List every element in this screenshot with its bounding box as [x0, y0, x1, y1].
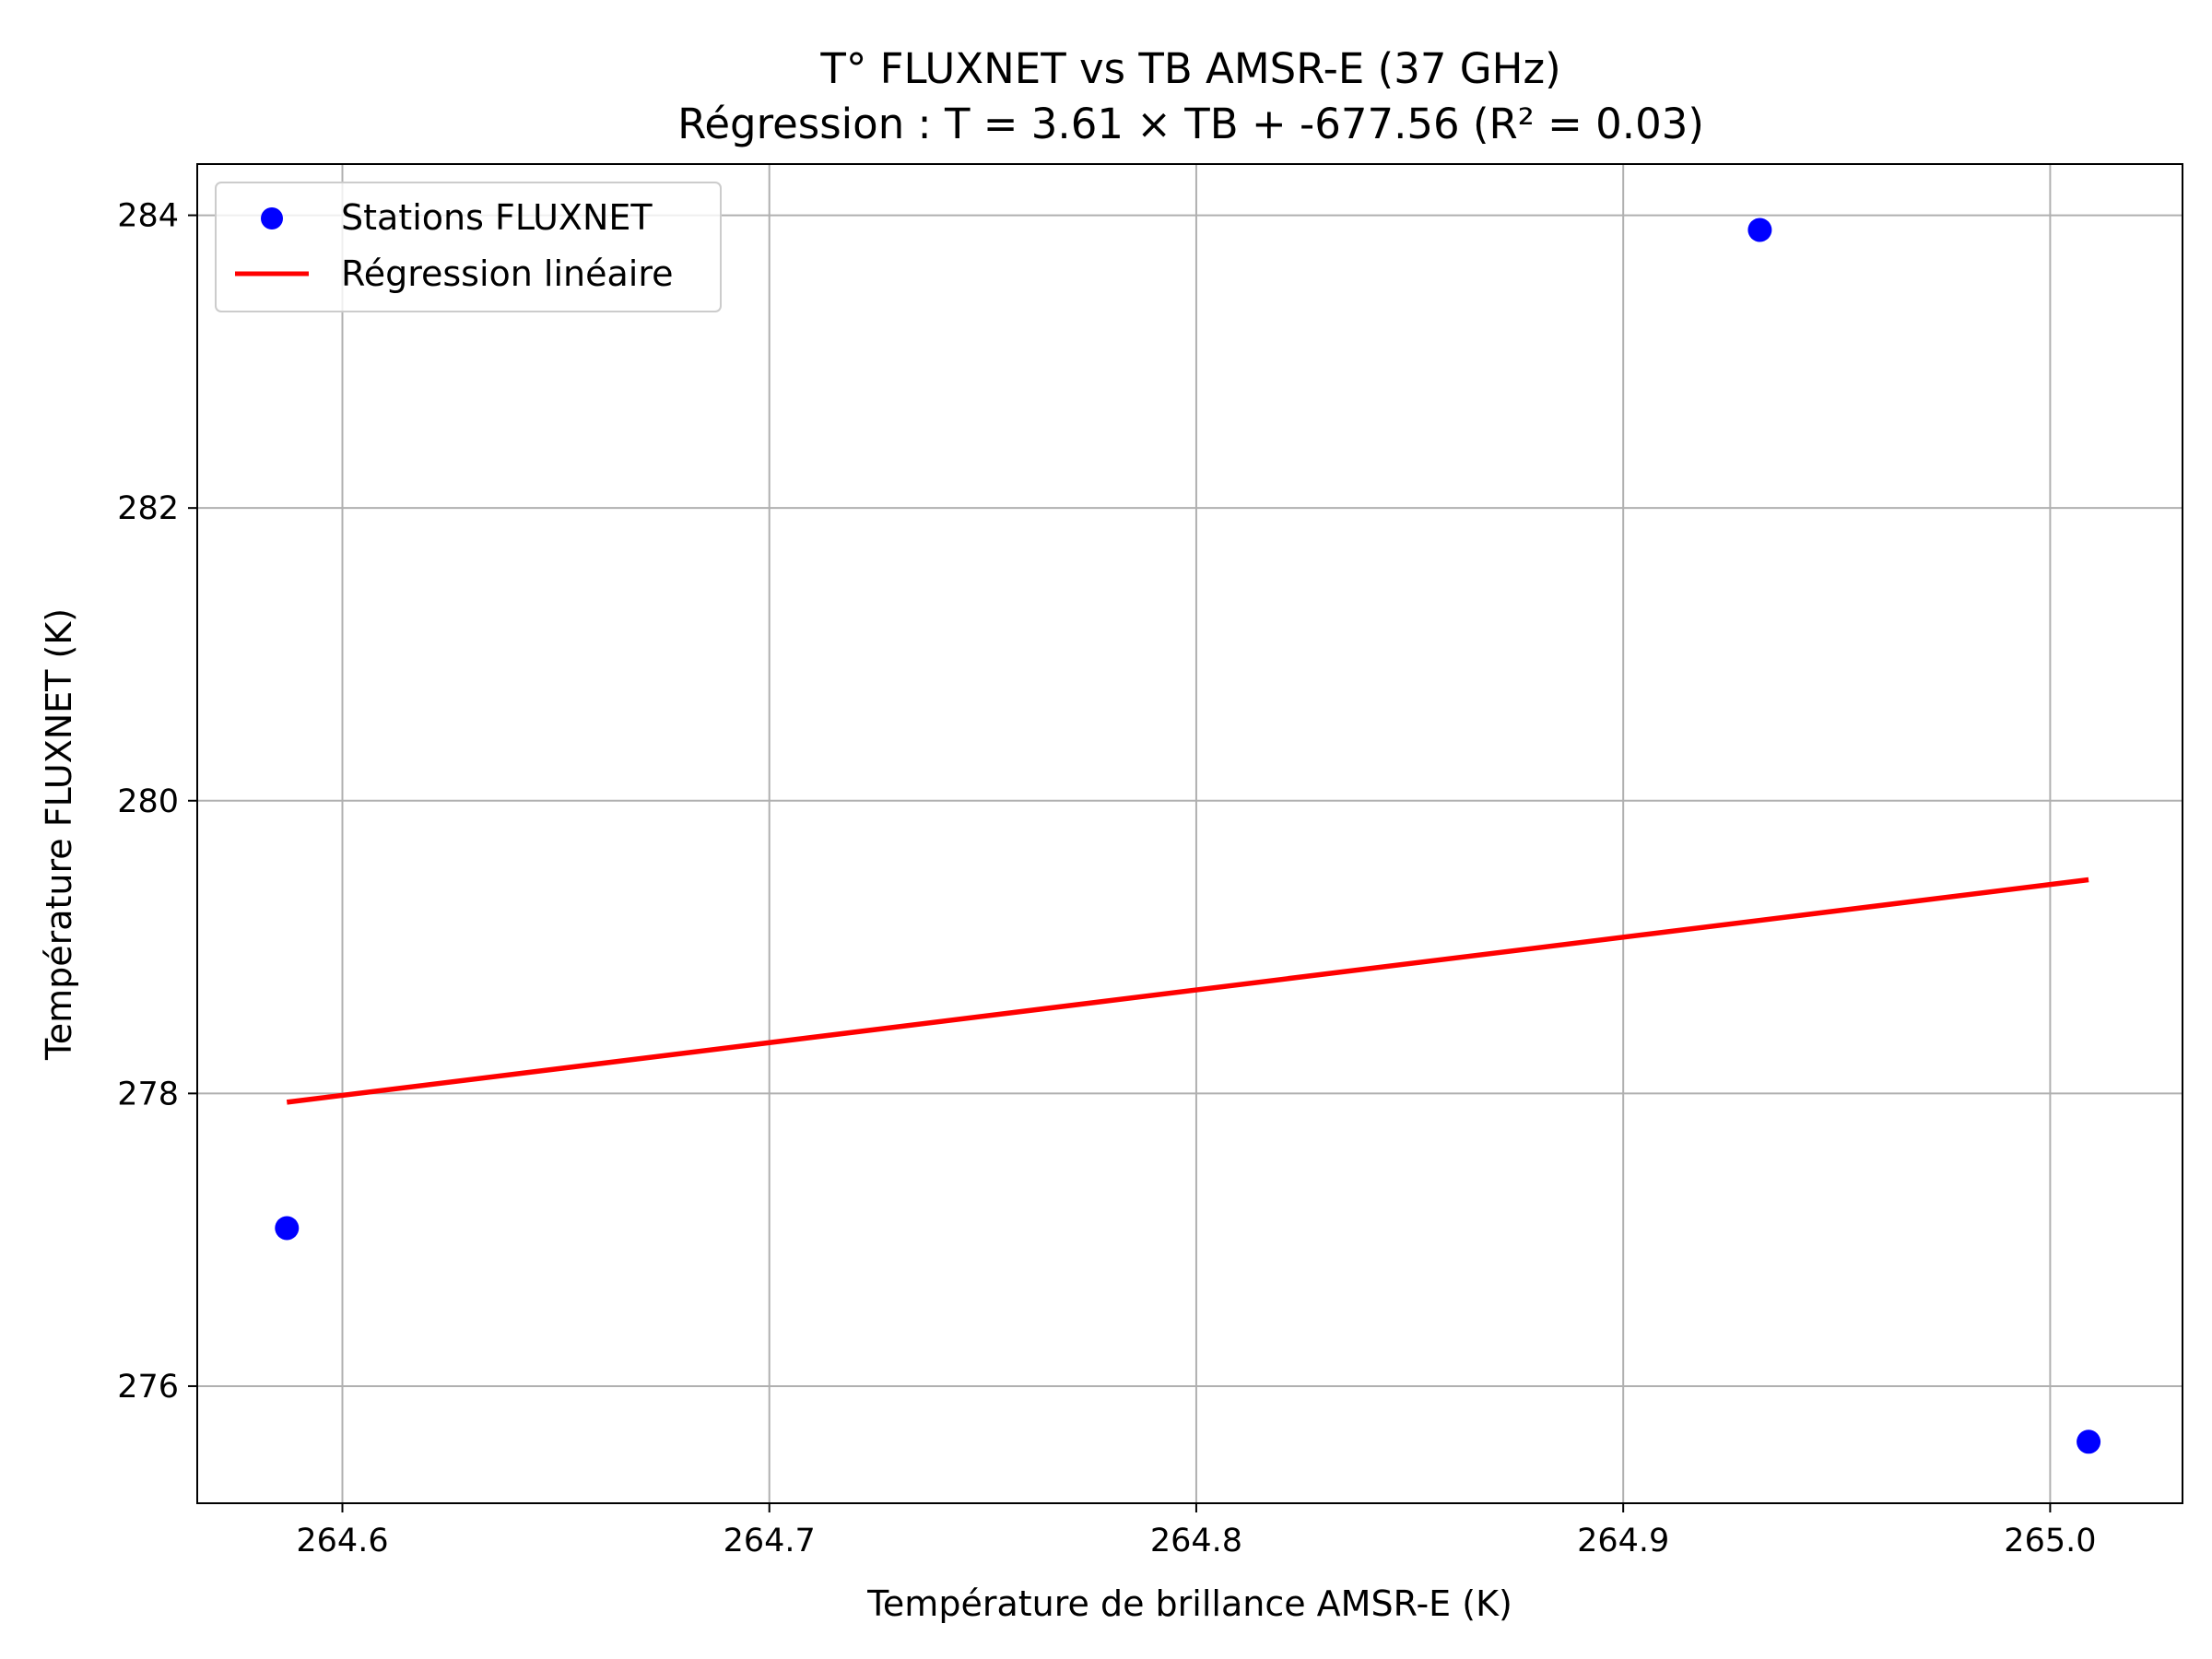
- y-tick-label: 282: [117, 490, 179, 527]
- station-point: [1747, 218, 1772, 242]
- x-tick-label: 265.0: [2004, 1523, 2096, 1559]
- plot-frame: [196, 163, 2183, 1504]
- y-tick-label: 278: [117, 1076, 179, 1112]
- legend-label-regression: Régression linéaire: [341, 253, 674, 294]
- legend: Stations FLUXNET Régression linéaire: [215, 182, 722, 312]
- x-tick-label: 264.7: [724, 1523, 816, 1559]
- legend-box: [215, 182, 722, 312]
- x-tick-label: 264.8: [1150, 1523, 1242, 1559]
- plot-data: [275, 218, 2101, 1454]
- chart-title: T° FLUXNET vs TB AMSR-E (37 GHz): [819, 44, 1560, 93]
- y-tick-label: 276: [117, 1369, 179, 1406]
- grid: [197, 164, 2183, 1503]
- legend-label-stations: Stations FLUXNET: [341, 197, 653, 238]
- legend-marker-stations: [261, 207, 283, 229]
- regression-line: [286, 877, 2089, 1105]
- y-tick-label: 280: [117, 783, 179, 820]
- y-axis-label: Température FLUXNET (K): [39, 608, 79, 1061]
- x-axis-label: Température de brillance AMSR-E (K): [866, 1583, 1512, 1624]
- x-tick-label: 264.9: [1577, 1523, 1669, 1559]
- chart-subtitle: Régression : T = 3.61 × TB + -677.56 (R²…: [677, 100, 1704, 148]
- x-tick-label: 264.6: [296, 1523, 388, 1559]
- station-point: [275, 1216, 300, 1241]
- station-point: [2077, 1430, 2101, 1454]
- y-axis-ticks: 276 278 280 282 284: [117, 198, 197, 1406]
- x-axis-ticks: 264.6 264.7 264.8 264.9 265.0: [296, 1503, 2097, 1559]
- y-tick-label: 284: [117, 198, 179, 235]
